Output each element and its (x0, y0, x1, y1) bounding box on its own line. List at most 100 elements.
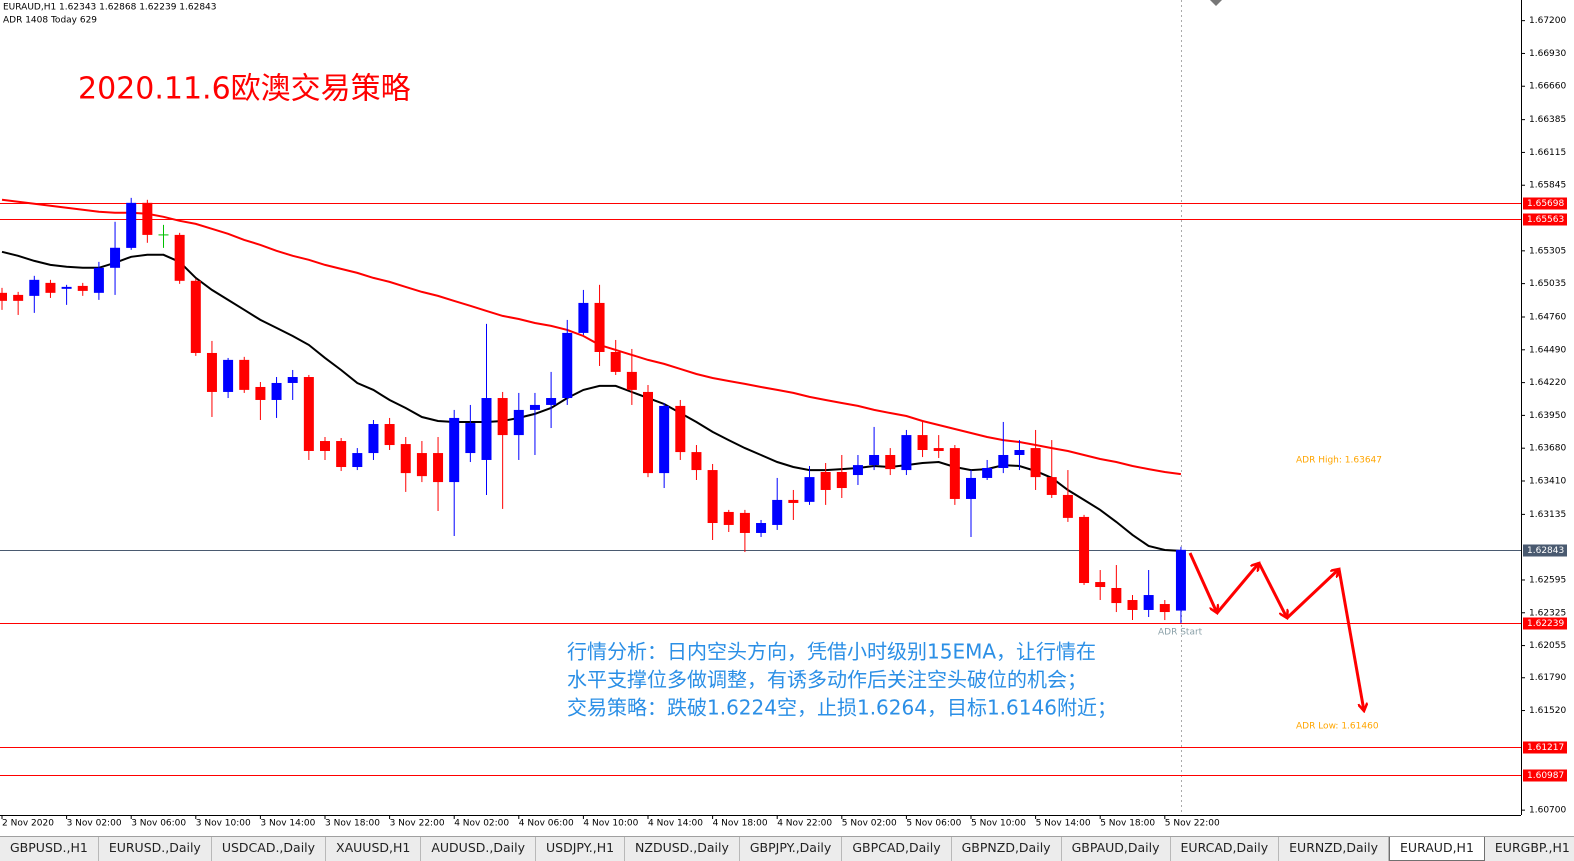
y-tick-label: 1.65845 (1529, 181, 1566, 191)
analysis-line: 行情分析：日内空头方向，凭借小时级别15EMA，让行情在 (567, 640, 1096, 664)
candle-body (271, 382, 282, 400)
candle-body (772, 499, 783, 525)
candle-body (239, 359, 250, 390)
chart-tab[interactable]: EURAUD,H1 (1389, 837, 1485, 861)
chart-tab[interactable]: USDCAD.,Daily (212, 837, 327, 861)
plot (0, 197, 1521, 776)
candle-body (626, 371, 637, 390)
x-tick-label: 4 Nov 06:00 (519, 819, 574, 829)
chart-tab[interactable]: AUDUSD.,Daily (421, 837, 536, 861)
y-tick-label: 1.62595 (1529, 575, 1566, 585)
x-tick-label: 2 Nov 2020 (2, 819, 54, 829)
y-tick-label: 1.66385 (1529, 115, 1566, 125)
chart-tab[interactable]: GBPUSD.,H1 (0, 837, 99, 861)
x-tick-label: 4 Nov 10:00 (583, 819, 638, 829)
y-tick-label: 1.64490 (1529, 345, 1566, 355)
level-box (1523, 741, 1567, 754)
candle-body (1079, 516, 1090, 584)
candle-body (126, 202, 137, 248)
chart-tab[interactable]: GBPCAD,Daily (842, 837, 952, 861)
candle-body (206, 352, 217, 392)
chart-tab[interactable]: EURGBP.,H1 (1485, 837, 1574, 861)
candle-body (1062, 494, 1073, 518)
arrow (1188, 552, 1217, 613)
candle-body (45, 282, 56, 293)
chart-tab[interactable]: XAUUSD,H1 (326, 837, 422, 861)
chart-tab[interactable]: USDJPY.,H1 (536, 837, 626, 861)
analysis-line: 交易策略：跌破1.6224空，止损1.6264，目标1.6146附近； (567, 696, 1117, 720)
candle-body (352, 453, 363, 468)
level-label: 1.62239 (1527, 619, 1564, 629)
x-tick-label: 3 Nov 22:00 (390, 819, 445, 829)
chart-tab[interactable]: GBPJPY.,Daily (740, 837, 843, 861)
candle-body (368, 424, 379, 454)
chart-tab[interactable]: GBPNZD,Daily (952, 837, 1062, 861)
chart-tab[interactable]: GBPAUD,Daily (1062, 837, 1171, 861)
y-tick-label: 1.67200 (1529, 16, 1566, 26)
analysis-line: 水平支撑位多做调整，有诱多动作后关注空头破位的机会； (567, 668, 1087, 692)
candle-body (562, 332, 573, 399)
x-tick-label: 5 Nov 02:00 (842, 819, 897, 829)
y-tick-label: 1.66930 (1529, 49, 1566, 59)
forecast-arrows (1188, 552, 1364, 711)
candle-body (336, 441, 347, 468)
candle-body (804, 477, 815, 502)
chart-tab[interactable]: EURNZD,Daily (1279, 837, 1390, 861)
chart-tab[interactable]: EURCAD,Daily (1171, 837, 1280, 861)
candle-body (513, 409, 524, 436)
candle-body (885, 454, 896, 470)
y-tick-label: 1.62055 (1529, 641, 1566, 651)
adr-start-label: ADR Start (1158, 628, 1203, 638)
candle-body (384, 424, 395, 446)
candle-body (852, 465, 863, 476)
candle-body (1095, 582, 1106, 588)
candle-body (77, 285, 88, 291)
candle-body (287, 377, 298, 383)
level-label: 1.65563 (1527, 215, 1564, 225)
candle-body (1175, 549, 1186, 611)
level-box (1523, 544, 1567, 557)
arrow (1337, 568, 1364, 711)
arrow (1257, 562, 1287, 618)
candle-body (739, 512, 750, 533)
candle-body (1111, 587, 1122, 604)
candle-body (529, 404, 540, 410)
adr-line: ADR 1408 Today 629 (3, 16, 97, 26)
y-tick-label: 1.65305 (1529, 246, 1566, 256)
candle-body (982, 467, 993, 478)
candle-body (497, 398, 508, 436)
level-label: 1.62843 (1527, 546, 1564, 556)
candle-body (723, 511, 734, 525)
x-tick-label: 3 Nov 06:00 (131, 819, 186, 829)
candle-body (93, 267, 104, 293)
y-tick-label: 1.62325 (1529, 608, 1566, 618)
candle-body (13, 294, 24, 301)
x-tick-label: 4 Nov 18:00 (713, 819, 768, 829)
shift-marker (1210, 0, 1222, 6)
candle-body (675, 405, 686, 453)
candle-body (949, 448, 960, 499)
x-tick-label: 4 Nov 22:00 (777, 819, 832, 829)
chart-tab[interactable]: NZDUSD.,Daily (625, 837, 740, 861)
candle-body (836, 471, 847, 489)
candle-body (0, 292, 7, 301)
y-tick-label: 1.65035 (1529, 279, 1566, 289)
x-tick-label: 3 Nov 14:00 (260, 819, 315, 829)
candle-body (933, 448, 944, 451)
x-tick-label: 5 Nov 14:00 (1036, 819, 1091, 829)
candle-body (546, 398, 557, 405)
candle-body (1127, 600, 1138, 610)
chart-tab[interactable]: EURUSD.,Daily (99, 837, 212, 861)
candle-body (756, 523, 767, 533)
x-tick-label: 5 Nov 06:00 (906, 819, 961, 829)
x-tick-label: 3 Nov 02:00 (67, 819, 122, 829)
y-tick-label: 1.66115 (1529, 148, 1566, 158)
candle-body (966, 477, 976, 499)
candle-body (433, 453, 444, 483)
candle-body (643, 391, 653, 474)
candle-body (481, 398, 492, 460)
candle-body (1046, 477, 1057, 495)
candle-body (449, 417, 460, 483)
y-tick-label: 1.61520 (1529, 706, 1566, 716)
candle-body (465, 423, 476, 454)
